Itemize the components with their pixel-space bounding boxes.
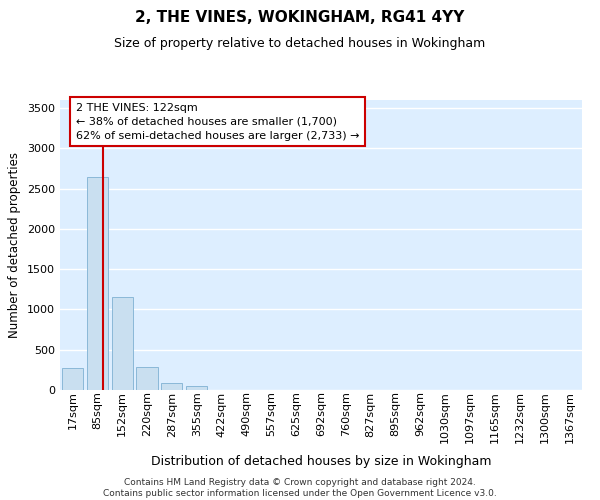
Y-axis label: Number of detached properties: Number of detached properties [8,152,22,338]
Bar [161,383,182,390]
Bar [186,386,207,390]
Bar [136,368,158,390]
Bar [87,178,108,390]
Text: 2, THE VINES, WOKINGHAM, RG41 4YY: 2, THE VINES, WOKINGHAM, RG41 4YY [136,10,464,25]
Text: Distribution of detached houses by size in Wokingham: Distribution of detached houses by size … [151,454,491,468]
Bar [112,298,133,390]
Text: Contains HM Land Registry data © Crown copyright and database right 2024.
Contai: Contains HM Land Registry data © Crown c… [103,478,497,498]
Text: 2 THE VINES: 122sqm
← 38% of detached houses are smaller (1,700)
62% of semi-det: 2 THE VINES: 122sqm ← 38% of detached ho… [76,103,359,141]
Text: Size of property relative to detached houses in Wokingham: Size of property relative to detached ho… [115,38,485,51]
Bar [62,368,83,390]
